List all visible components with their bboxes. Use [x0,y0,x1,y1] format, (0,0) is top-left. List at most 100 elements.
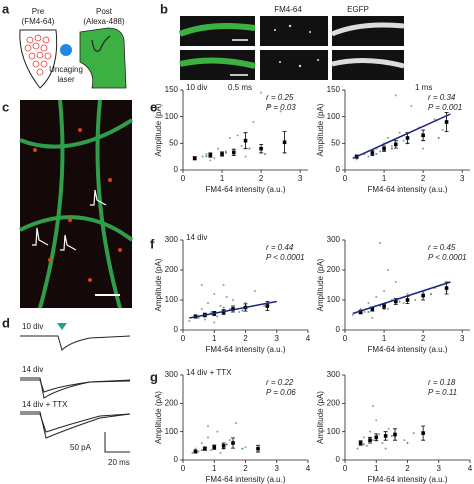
micrographs [178,16,405,80]
annotation: r = 0.18 [428,378,456,387]
annotation: 0.5 ms [228,83,252,92]
x-tick-label: 2 [243,334,248,343]
data-point [412,432,415,435]
data-point [253,290,256,292]
data-point [222,306,225,309]
y-tick-label: 200 [327,265,341,274]
x-tick-label: 2 [405,464,410,473]
annotation: 14 div [186,233,207,242]
mean-point [256,446,260,451]
panel-letter: e [150,99,157,114]
x-tick-label: 2 [421,174,426,183]
y-tick-label: 0 [336,165,341,174]
y-tick-label: 0 [336,325,341,334]
annotation: 10 div [186,83,207,92]
data-point [228,137,231,139]
data-point [394,94,397,97]
x-tick-label: 1 [220,174,225,183]
mean-point [393,142,398,147]
data-point [207,302,209,304]
panel-letter: g [150,369,158,384]
scale-label: 50 pA [70,443,92,452]
data-point [369,430,371,433]
annotation: 14 div + TTX [186,368,232,377]
y-tick-label: 300 [165,235,179,244]
annotation: P < 0.0001 [266,253,305,262]
data-point [225,296,228,298]
annotation: P = 0.03 [266,103,296,112]
y-tick-label: 0 [174,455,179,464]
y-tick-label: 100 [165,112,179,121]
data-point [371,317,374,319]
data-point [200,308,203,310]
y-axis-label: Amplitude (pA) [154,103,163,156]
data-point [390,145,393,147]
annotation: r = 0.25 [266,93,294,102]
mean-point [208,153,213,157]
marker [57,323,67,330]
data-point [267,105,270,107]
data-point [386,137,389,139]
mean-point [393,299,398,304]
data-point [222,284,225,286]
data-point [219,451,222,454]
x-tick-label: 1 [382,334,387,343]
data-point [441,129,444,131]
y-tick-label: 0 [336,455,341,464]
data-point [201,155,204,158]
data-point [429,293,432,295]
data-point [406,293,409,295]
label: Uncaging [49,65,83,74]
x-tick-label: 0 [343,464,348,473]
annotation: r = 0.44 [266,243,294,252]
x-axis-label: FM4-64 intensity (a.u.) [367,475,447,484]
data-point [437,137,440,139]
data-point [363,311,366,313]
x-axis-label: FM4-64 intensity (a.u.) [367,345,447,354]
data-point [224,150,227,153]
data-point [422,147,425,150]
panel-letter: b [160,1,168,16]
data-point [403,439,406,442]
y-tick-label: 0 [174,165,179,174]
x-tick-label: 3 [460,334,465,343]
data-point [372,439,375,442]
mean-point [231,441,235,445]
data-point [383,290,386,292]
data-point [260,91,263,94]
data-point [252,121,255,123]
mean-point [393,432,397,437]
panel-letter: d [2,315,10,330]
data-point [203,318,206,321]
mean-point [370,151,375,155]
annotation: P = 0.001 [428,103,462,112]
data-point [205,155,208,158]
y-tick-label: 100 [165,295,179,304]
traces [20,335,131,453]
label: 14 div + TTX [22,400,68,409]
panel-letter: f [150,236,155,251]
label: FM4-64 [274,5,302,14]
label: EGFP [347,5,369,14]
mean-point [382,304,386,308]
mean-point [358,310,363,314]
data-point [241,309,244,312]
annotation: 1 ms [415,83,432,92]
data-point [359,308,362,310]
y-tick-label: 200 [327,398,341,407]
y-tick-label: 50 [169,138,178,147]
data-point [197,317,200,319]
data-point [205,153,208,155]
x-axis-label: FM4-64 intensity (a.u.) [205,475,285,484]
mean-point [282,140,287,145]
data-point [210,449,213,452]
data-point [213,293,216,295]
x-tick-label: 0 [343,174,348,183]
y-tick-label: 150 [165,85,179,94]
data-point [378,433,381,436]
data-point [263,305,266,307]
mean-point [203,446,207,451]
data-point [213,157,216,160]
x-tick-label: 3 [298,174,303,183]
panel-letter: a [2,1,10,16]
